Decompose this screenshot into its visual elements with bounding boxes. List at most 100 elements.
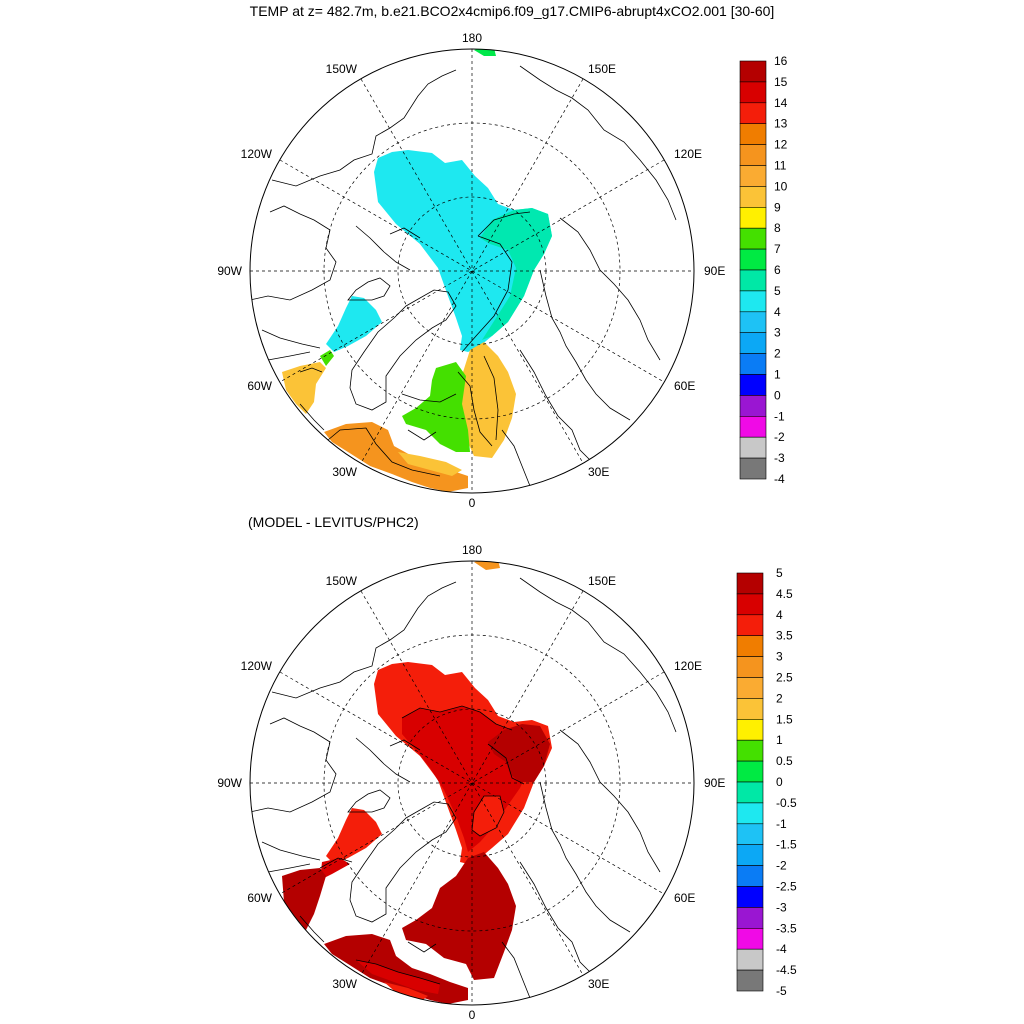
nordic-anomaly bbox=[402, 852, 516, 980]
eurasian-anomaly-max bbox=[488, 724, 550, 782]
colorbar-tick-label: -4 bbox=[776, 942, 787, 956]
bottom-graticule bbox=[250, 561, 694, 1005]
colorbar-swatch bbox=[736, 635, 764, 657]
colorbar-swatch bbox=[736, 948, 764, 971]
lon-label-90w: 90W bbox=[217, 776, 242, 790]
top-graticule bbox=[250, 49, 694, 493]
lon-label-150e: 150E bbox=[588, 574, 616, 588]
colorbar-tick-label: 1 bbox=[776, 733, 783, 747]
lon-label-60e: 60E bbox=[674, 379, 695, 393]
bottom-contours bbox=[319, 705, 525, 985]
lon-label-120e: 120E bbox=[674, 659, 702, 673]
colorbar-swatch bbox=[736, 802, 764, 825]
colorbar-tick-label: -3.5 bbox=[776, 921, 797, 935]
colorbar-swatch bbox=[739, 353, 767, 375]
colorbar-tick-label: 0 bbox=[776, 775, 783, 789]
colorbar-swatch bbox=[736, 739, 764, 762]
colorbar-swatch bbox=[739, 457, 767, 480]
colorbar-tick-label: -5 bbox=[776, 984, 787, 998]
bottom-map-border bbox=[249, 560, 695, 1006]
colorbar-swatch bbox=[739, 102, 767, 125]
lon-label-150w: 150W bbox=[326, 62, 358, 76]
colorbar-tick-label: -1 bbox=[776, 817, 787, 831]
colorbar-tick-label: 13 bbox=[774, 117, 788, 131]
bottom-map-panel: 180 0 90W 90E 150W 120W 150E 120E 60W 30… bbox=[217, 543, 797, 1022]
top-map-panel: 180 0 90W 90E 150W 120W 150E 120E 60W 30… bbox=[217, 31, 788, 510]
lon-label-120e: 120E bbox=[674, 147, 702, 161]
colorbar-swatch bbox=[736, 656, 764, 678]
colorbar-tick-label: 0 bbox=[774, 388, 781, 402]
colorbar-swatch bbox=[736, 719, 764, 741]
colorbar-swatch bbox=[739, 144, 767, 166]
colorbar-tick-label: 2 bbox=[776, 691, 783, 705]
colorbar-tick-label: -3 bbox=[776, 900, 787, 914]
colorbar-swatch bbox=[739, 395, 767, 417]
colorbar-tick-label: 2.5 bbox=[776, 671, 793, 685]
lon-label-60w: 60W bbox=[247, 379, 272, 393]
colorbar-tick-label: 15 bbox=[774, 75, 788, 89]
colorbar-swatch bbox=[739, 207, 767, 229]
nordic-yellow-field bbox=[458, 342, 516, 458]
colorbar-tick-label: 6 bbox=[774, 263, 781, 277]
colorbar-swatch bbox=[736, 865, 764, 887]
lon-label-90w: 90W bbox=[217, 264, 242, 278]
colorbar-tick-label: 12 bbox=[774, 138, 788, 152]
colorbar-swatch bbox=[736, 698, 764, 720]
top-coastlines bbox=[250, 65, 677, 487]
colorbar-tick-label: 3 bbox=[776, 650, 783, 664]
colorbar-swatch bbox=[736, 844, 764, 866]
colorbar-tick-label: 11 bbox=[774, 159, 787, 173]
bottom-map-area bbox=[250, 561, 694, 1005]
lon-label-30e: 30E bbox=[588, 977, 609, 991]
colorbar-swatch bbox=[739, 311, 767, 333]
colorbar-tick-label: -1 bbox=[774, 409, 785, 423]
colorbar-tick-label: -2 bbox=[776, 859, 787, 873]
colorbar-swatch bbox=[736, 614, 764, 637]
lon-label-60e: 60E bbox=[674, 891, 695, 905]
colorbar-swatch bbox=[739, 332, 767, 354]
lon-label-90e: 90E bbox=[704, 776, 725, 790]
colorbar-tick-label: 16 bbox=[774, 54, 788, 68]
lon-label-30w: 30W bbox=[332, 465, 357, 479]
colorbar-swatch bbox=[739, 436, 767, 459]
baffin-anomaly bbox=[326, 808, 382, 864]
lon-label-30e: 30E bbox=[588, 465, 609, 479]
colorbar-tick-label: 9 bbox=[774, 200, 781, 214]
colorbar-swatch bbox=[736, 572, 764, 595]
lon-label-150w: 150W bbox=[326, 574, 358, 588]
difference-subtitle: (MODEL - LEVITUS/PHC2) bbox=[248, 514, 419, 530]
colorbar-tick-label: -4.5 bbox=[776, 963, 797, 977]
colorbar-tick-label: -1.5 bbox=[776, 838, 797, 852]
atlantic-anomaly-band bbox=[356, 960, 440, 994]
colorbar-swatch bbox=[736, 677, 764, 699]
bottom-coastlines bbox=[250, 577, 677, 999]
colorbar-swatch bbox=[739, 290, 767, 313]
colorbar-swatch bbox=[736, 927, 764, 950]
nordic-green-field bbox=[402, 362, 470, 452]
bottom-colorbar: 5 4.5 4 3.5 3 2.5 2 1.5 1 0.5 0 -0.5 -1 -1.5 -2 -2.5 -3 -… bbox=[736, 566, 797, 998]
colorbar-swatch bbox=[739, 374, 767, 396]
colorbar-swatch bbox=[739, 60, 767, 83]
davis-green-field bbox=[320, 350, 334, 366]
lon-label-180: 180 bbox=[462, 543, 482, 557]
colorbar-swatch bbox=[739, 248, 767, 271]
lon-label-180: 180 bbox=[462, 31, 482, 45]
colorbar-tick-label: 3.5 bbox=[776, 629, 793, 643]
lon-label-60w: 60W bbox=[247, 891, 272, 905]
colorbar-swatch bbox=[739, 165, 767, 187]
colorbar-tick-label: 1.5 bbox=[776, 712, 793, 726]
colorbar-tick-label: 8 bbox=[774, 221, 781, 235]
eurasian-anomaly-local bbox=[472, 796, 504, 836]
lon-label-150e: 150E bbox=[588, 62, 616, 76]
colorbar-swatch bbox=[739, 123, 767, 145]
top-map-border bbox=[249, 48, 695, 494]
atlantic-yellow-band bbox=[398, 452, 462, 476]
colorbar-tick-label: 5 bbox=[774, 284, 781, 298]
colorbar-swatch bbox=[736, 781, 764, 804]
labrador-field bbox=[282, 362, 326, 414]
colorbar-tick-label: 0.5 bbox=[776, 754, 793, 768]
colorbar-swatch bbox=[739, 81, 767, 104]
top-contours bbox=[299, 211, 531, 477]
top-map-area bbox=[250, 49, 694, 493]
colorbar-tick-label: -3 bbox=[774, 451, 785, 465]
